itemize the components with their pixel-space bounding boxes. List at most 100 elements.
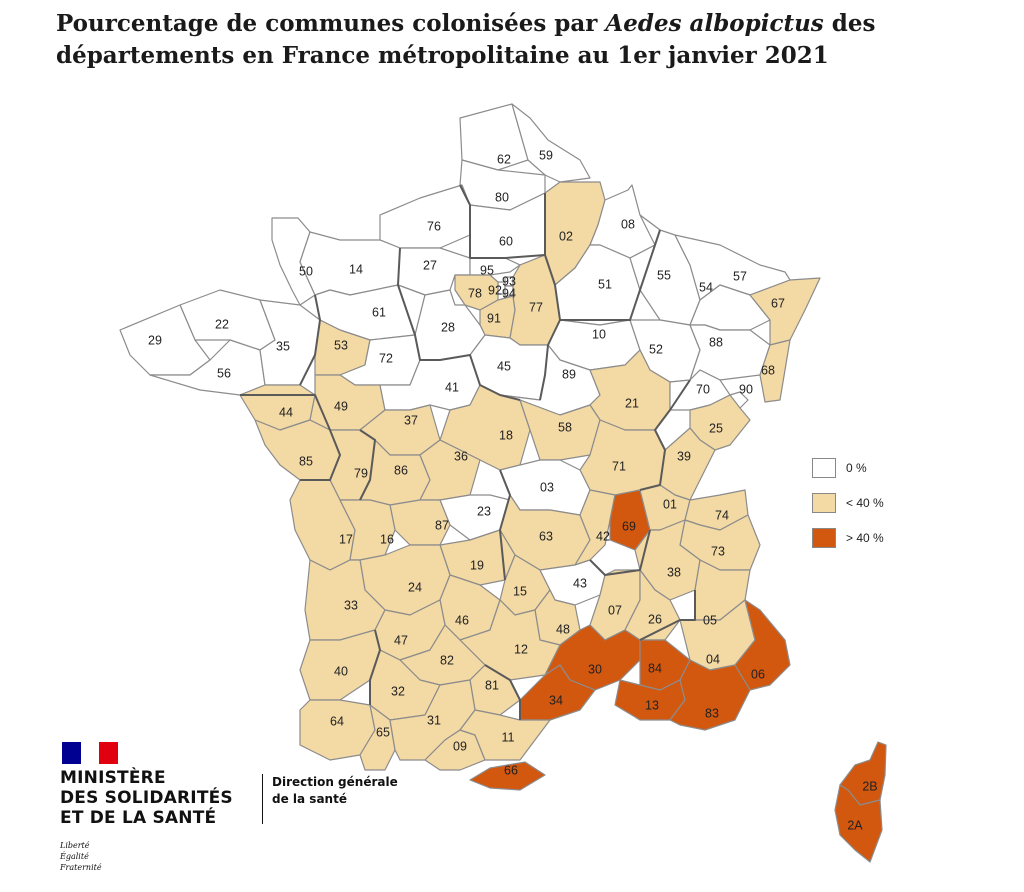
title-line2: départements en France métropolitaine au… [56, 42, 829, 69]
ministry-line2: DES SOLIDARITÉS [60, 788, 233, 808]
region-boundary [397, 247, 521, 401]
legend-swatch-low [812, 493, 836, 513]
republic-motto: Liberté Égalité Fraternité [60, 840, 102, 873]
department-label-76: 76 [427, 219, 441, 233]
department-label-22: 22 [215, 317, 229, 331]
department-label-67: 67 [771, 296, 785, 310]
department-label-56: 56 [217, 366, 231, 380]
legend-swatch-high [812, 528, 836, 548]
department-label-41: 41 [445, 380, 459, 394]
regions-outline [240, 184, 696, 720]
department-label-84: 84 [648, 661, 662, 675]
region-boundary [499, 469, 511, 581]
region-boundary [484, 664, 521, 720]
department-label-29: 29 [148, 333, 162, 347]
department-label-44: 44 [279, 405, 293, 419]
department-label-69: 69 [622, 519, 636, 533]
region-boundary [639, 379, 691, 491]
department-label-74: 74 [715, 508, 729, 522]
legend-label-low: < 40 % [846, 496, 884, 510]
map-title: Pourcentage de communes colonisées par A… [56, 8, 936, 72]
department-62 [459, 103, 529, 171]
region-boundary [359, 429, 376, 501]
department-label-66: 66 [504, 763, 518, 777]
department-label-18: 18 [499, 428, 513, 442]
department-label-21: 21 [625, 396, 639, 410]
department-11 [459, 709, 551, 761]
department-label-61: 61 [372, 305, 386, 319]
department-label-13: 13 [645, 698, 659, 712]
department-76 [379, 184, 471, 249]
department-label-85: 85 [299, 454, 313, 468]
department-label-68: 68 [761, 363, 775, 377]
map-legend: 0 % < 40 % > 40 % [812, 456, 884, 561]
title-species: Aedes albopictus [605, 10, 824, 37]
department-label-54: 54 [699, 280, 713, 294]
department-66 [469, 761, 546, 791]
department-label-52: 52 [649, 342, 663, 356]
department-label-2B: 2B [862, 779, 877, 793]
department-label-24: 24 [408, 580, 422, 594]
department-label-78: 78 [468, 286, 482, 300]
department-label-51: 51 [598, 277, 612, 291]
department-label-71: 71 [612, 459, 626, 473]
department-label-95: 95 [480, 263, 494, 277]
ministry-line3: ET DE LA SANTÉ [60, 808, 217, 828]
department-label-17: 17 [339, 532, 353, 546]
department-label-62: 62 [497, 152, 511, 166]
department-label-04: 04 [706, 652, 720, 666]
department-label-47: 47 [394, 633, 408, 647]
motto-egalite: Égalité [60, 852, 89, 861]
department-label-28: 28 [441, 320, 455, 334]
department-label-65: 65 [376, 725, 390, 739]
department-label-60: 60 [499, 234, 513, 248]
department-label-37: 37 [404, 413, 418, 427]
motto-liberte: Liberté [60, 841, 90, 850]
department-label-59: 59 [539, 148, 553, 162]
department-label-35: 35 [276, 339, 290, 353]
ministry-logo: MINISTÈRE DES SOLIDARITÉS ET DE LA SANTÉ… [60, 740, 420, 890]
legend-item-high: > 40 % [812, 526, 884, 550]
department-label-25: 25 [709, 421, 723, 435]
department-label-72: 72 [379, 351, 393, 365]
department-label-32: 32 [391, 684, 405, 698]
direction-line2: de la santé [272, 792, 347, 806]
department-85 [254, 419, 341, 481]
department-label-07: 07 [608, 603, 622, 617]
department-label-58: 58 [558, 420, 572, 434]
department-label-23: 23 [477, 504, 491, 518]
department-label-63: 63 [539, 529, 553, 543]
department-label-80: 80 [495, 190, 509, 204]
department-label-09: 09 [453, 739, 467, 753]
department-label-36: 36 [454, 449, 468, 463]
department-label-49: 49 [334, 399, 348, 413]
departments-layer [119, 103, 887, 863]
region-boundary [299, 294, 321, 386]
department-06 [734, 599, 791, 691]
department-label-33: 33 [344, 598, 358, 612]
department-label-88: 88 [709, 335, 723, 349]
legend-label-high: > 40 % [846, 531, 884, 545]
department-label-40: 40 [334, 664, 348, 678]
department-2A [834, 784, 883, 863]
department-label-30: 30 [588, 662, 602, 676]
ministry-line1: MINISTÈRE [60, 768, 166, 788]
region-boundary [240, 394, 341, 481]
department-label-42: 42 [596, 529, 610, 543]
region-boundary [459, 184, 546, 259]
department-label-14: 14 [349, 262, 363, 276]
department-label-81: 81 [485, 678, 499, 692]
department-label-02: 02 [559, 229, 573, 243]
department-label-34: 34 [549, 693, 563, 707]
department-label-10: 10 [592, 327, 606, 341]
department-label-11: 11 [502, 730, 515, 744]
department-label-87: 87 [435, 518, 449, 532]
department-label-16: 16 [380, 532, 394, 546]
department-label-86: 86 [394, 463, 408, 477]
marianne-flag-icon [62, 742, 119, 764]
ministry-name: MINISTÈRE DES SOLIDARITÉS ET DE LA SANTÉ [60, 768, 233, 828]
department-50 [271, 217, 316, 306]
department-label-31: 31 [427, 713, 441, 727]
